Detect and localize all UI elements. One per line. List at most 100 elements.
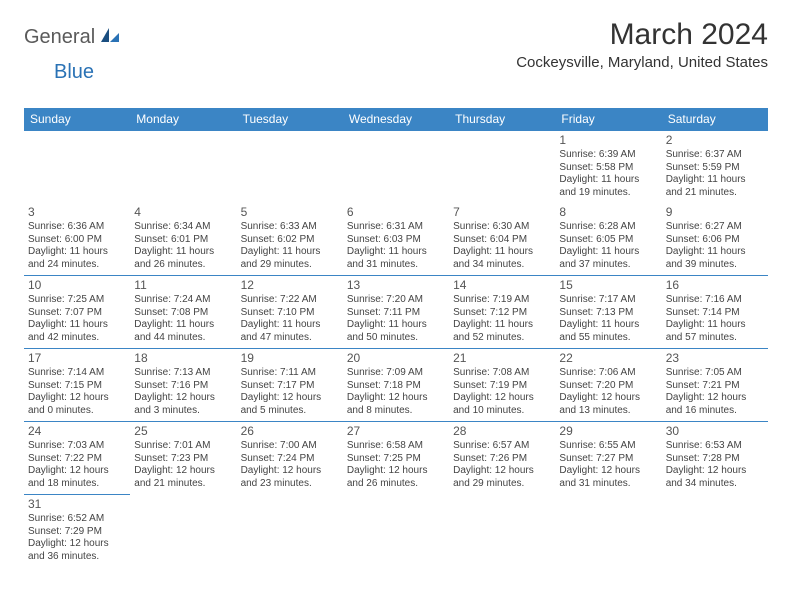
day-number: 13 <box>347 278 445 293</box>
calendar-cell: 24Sunrise: 7:03 AMSunset: 7:22 PMDayligh… <box>24 422 130 495</box>
sunset-text: Sunset: 6:01 PM <box>134 234 232 247</box>
sunrise-text: Sunrise: 7:09 AM <box>347 367 445 380</box>
calendar-cell: 22Sunrise: 7:06 AMSunset: 7:20 PMDayligh… <box>555 349 661 422</box>
calendar-cell: 8Sunrise: 6:28 AMSunset: 6:05 PMDaylight… <box>555 203 661 276</box>
calendar-cell <box>237 131 343 204</box>
calendar-cell: 21Sunrise: 7:08 AMSunset: 7:19 PMDayligh… <box>449 349 555 422</box>
day-number: 21 <box>453 351 551 366</box>
day-number: 22 <box>559 351 657 366</box>
daylight-text: and 18 minutes. <box>28 478 126 491</box>
calendar-cell: 20Sunrise: 7:09 AMSunset: 7:18 PMDayligh… <box>343 349 449 422</box>
calendar-cell: 17Sunrise: 7:14 AMSunset: 7:15 PMDayligh… <box>24 349 130 422</box>
daylight-text: and 52 minutes. <box>453 332 551 345</box>
day-number: 12 <box>241 278 339 293</box>
calendar-cell: 6Sunrise: 6:31 AMSunset: 6:03 PMDaylight… <box>343 203 449 276</box>
calendar-cell: 11Sunrise: 7:24 AMSunset: 7:08 PMDayligh… <box>130 276 236 349</box>
sunset-text: Sunset: 7:14 PM <box>666 307 764 320</box>
sunrise-text: Sunrise: 6:33 AM <box>241 221 339 234</box>
daylight-text: and 34 minutes. <box>453 259 551 272</box>
daylight-text: Daylight: 12 hours <box>666 392 764 405</box>
daylight-text: and 31 minutes. <box>559 478 657 491</box>
calendar-cell: 19Sunrise: 7:11 AMSunset: 7:17 PMDayligh… <box>237 349 343 422</box>
sunrise-text: Sunrise: 7:16 AM <box>666 294 764 307</box>
sunset-text: Sunset: 6:03 PM <box>347 234 445 247</box>
daylight-text: and 13 minutes. <box>559 405 657 418</box>
daylight-text: and 5 minutes. <box>241 405 339 418</box>
daylight-text: Daylight: 12 hours <box>241 392 339 405</box>
sunset-text: Sunset: 7:26 PM <box>453 453 551 466</box>
calendar-cell: 28Sunrise: 6:57 AMSunset: 7:26 PMDayligh… <box>449 422 555 495</box>
calendar-cell: 18Sunrise: 7:13 AMSunset: 7:16 PMDayligh… <box>130 349 236 422</box>
day-number: 23 <box>666 351 764 366</box>
sunrise-text: Sunrise: 7:05 AM <box>666 367 764 380</box>
sunrise-text: Sunrise: 7:24 AM <box>134 294 232 307</box>
calendar-cell <box>237 495 343 568</box>
day-number: 25 <box>134 424 232 439</box>
weekday-header: Saturday <box>662 108 768 131</box>
day-number: 30 <box>666 424 764 439</box>
daylight-text: and 0 minutes. <box>28 405 126 418</box>
sunset-text: Sunset: 7:16 PM <box>134 380 232 393</box>
sunrise-text: Sunrise: 7:25 AM <box>28 294 126 307</box>
calendar-cell: 26Sunrise: 7:00 AMSunset: 7:24 PMDayligh… <box>237 422 343 495</box>
calendar-cell: 7Sunrise: 6:30 AMSunset: 6:04 PMDaylight… <box>449 203 555 276</box>
day-number: 1 <box>559 133 657 148</box>
daylight-text: Daylight: 11 hours <box>347 246 445 259</box>
sail-icon <box>99 26 121 49</box>
daylight-text: and 10 minutes. <box>453 405 551 418</box>
daylight-text: Daylight: 11 hours <box>28 319 126 332</box>
calendar-cell <box>24 131 130 204</box>
daylight-text: Daylight: 11 hours <box>559 174 657 187</box>
day-number: 7 <box>453 205 551 220</box>
daylight-text: Daylight: 12 hours <box>666 465 764 478</box>
daylight-text: and 21 minutes. <box>666 187 764 200</box>
calendar-cell <box>662 495 768 568</box>
calendar-cell: 15Sunrise: 7:17 AMSunset: 7:13 PMDayligh… <box>555 276 661 349</box>
sunrise-text: Sunrise: 7:06 AM <box>559 367 657 380</box>
day-number: 8 <box>559 205 657 220</box>
daylight-text: Daylight: 12 hours <box>559 392 657 405</box>
daylight-text: Daylight: 11 hours <box>134 246 232 259</box>
day-number: 29 <box>559 424 657 439</box>
daylight-text: Daylight: 11 hours <box>666 174 764 187</box>
calendar-cell: 9Sunrise: 6:27 AMSunset: 6:06 PMDaylight… <box>662 203 768 276</box>
calendar-cell: 1Sunrise: 6:39 AMSunset: 5:58 PMDaylight… <box>555 131 661 204</box>
sunrise-text: Sunrise: 7:17 AM <box>559 294 657 307</box>
sunset-text: Sunset: 7:15 PM <box>28 380 126 393</box>
calendar-row: 17Sunrise: 7:14 AMSunset: 7:15 PMDayligh… <box>24 349 768 422</box>
calendar-table: Sunday Monday Tuesday Wednesday Thursday… <box>24 108 768 567</box>
sunrise-text: Sunrise: 6:39 AM <box>559 149 657 162</box>
sunset-text: Sunset: 7:17 PM <box>241 380 339 393</box>
sunrise-text: Sunrise: 6:52 AM <box>28 513 126 526</box>
sunrise-text: Sunrise: 7:19 AM <box>453 294 551 307</box>
sunrise-text: Sunrise: 6:34 AM <box>134 221 232 234</box>
daylight-text: Daylight: 12 hours <box>134 392 232 405</box>
sunrise-text: Sunrise: 6:27 AM <box>666 221 764 234</box>
day-number: 27 <box>347 424 445 439</box>
daylight-text: and 3 minutes. <box>134 405 232 418</box>
day-number: 14 <box>453 278 551 293</box>
calendar-cell: 31Sunrise: 6:52 AMSunset: 7:29 PMDayligh… <box>24 495 130 568</box>
weekday-header: Tuesday <box>237 108 343 131</box>
sunset-text: Sunset: 7:13 PM <box>559 307 657 320</box>
weekday-header: Monday <box>130 108 236 131</box>
daylight-text: Daylight: 12 hours <box>28 465 126 478</box>
daylight-text: Daylight: 11 hours <box>559 246 657 259</box>
daylight-text: and 26 minutes. <box>134 259 232 272</box>
daylight-text: and 8 minutes. <box>347 405 445 418</box>
daylight-text: Daylight: 12 hours <box>453 392 551 405</box>
sunrise-text: Sunrise: 7:01 AM <box>134 440 232 453</box>
logo: General <box>24 26 123 49</box>
daylight-text: and 26 minutes. <box>347 478 445 491</box>
daylight-text: and 42 minutes. <box>28 332 126 345</box>
calendar-cell: 16Sunrise: 7:16 AMSunset: 7:14 PMDayligh… <box>662 276 768 349</box>
sunset-text: Sunset: 7:24 PM <box>241 453 339 466</box>
daylight-text: and 37 minutes. <box>559 259 657 272</box>
daylight-text: Daylight: 11 hours <box>241 246 339 259</box>
daylight-text: Daylight: 11 hours <box>241 319 339 332</box>
sunrise-text: Sunrise: 7:13 AM <box>134 367 232 380</box>
calendar-row: 3Sunrise: 6:36 AMSunset: 6:00 PMDaylight… <box>24 203 768 276</box>
weekday-header: Thursday <box>449 108 555 131</box>
sunset-text: Sunset: 5:59 PM <box>666 162 764 175</box>
sunrise-text: Sunrise: 7:14 AM <box>28 367 126 380</box>
